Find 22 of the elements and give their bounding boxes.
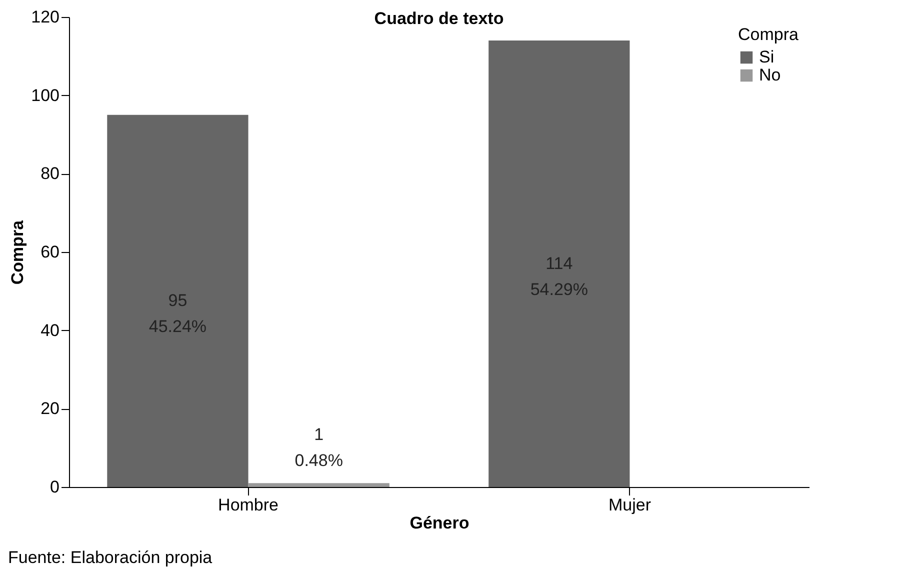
chart-title: Cuadro de texto bbox=[374, 9, 504, 28]
legend-label: No bbox=[759, 66, 781, 84]
y-tick-label: 0 bbox=[50, 478, 60, 496]
source-note: Fuente: Elaboración propia bbox=[8, 548, 212, 568]
x-tick-label: Mujer bbox=[608, 496, 652, 514]
y-tick-label: 20 bbox=[40, 399, 60, 418]
y-tick-label: 80 bbox=[40, 164, 60, 184]
data-label: 114 54.29% bbox=[530, 254, 588, 299]
y-tick-label: 120 bbox=[31, 8, 60, 26]
legend-title: Compra bbox=[738, 25, 800, 44]
y-tick-label: 40 bbox=[40, 320, 60, 340]
legend-label: Si bbox=[759, 48, 774, 66]
data-label: 95 45.24% bbox=[148, 290, 207, 336]
y-tick-label: 100 bbox=[31, 86, 60, 105]
bar bbox=[488, 40, 630, 487]
x-axis-title: Género bbox=[410, 514, 470, 532]
x-tick-label: Hombre bbox=[218, 496, 279, 514]
y-tick-label: 60 bbox=[40, 242, 60, 262]
bar bbox=[107, 114, 248, 487]
y-axis-title: Compra bbox=[8, 220, 28, 285]
bar bbox=[248, 483, 390, 487]
data-label: 1 0.48% bbox=[294, 425, 343, 470]
